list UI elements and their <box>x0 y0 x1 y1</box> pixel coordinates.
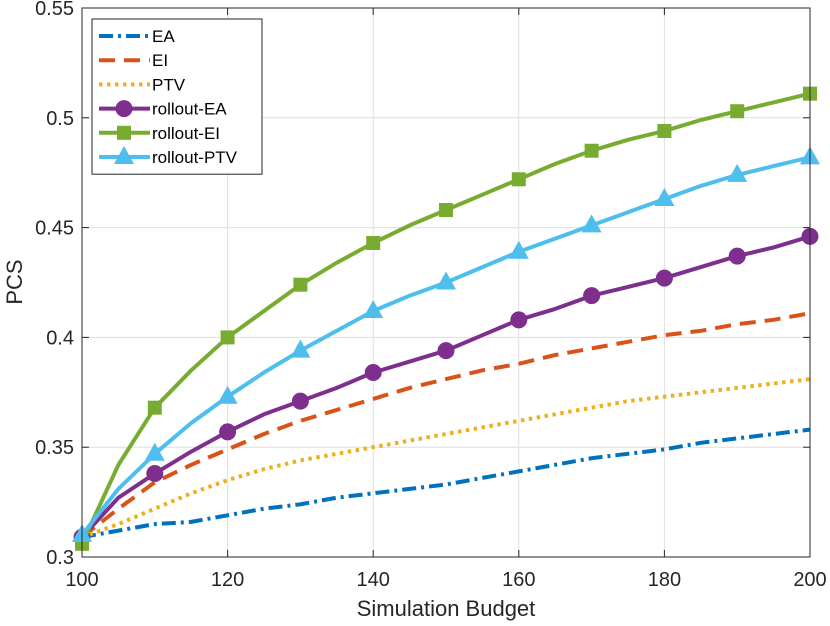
data-point-rollout-ei <box>439 203 453 218</box>
series-line-ei <box>80 311 811 539</box>
data-point-rollout-ptv <box>581 214 602 233</box>
data-point-rollout-ptv <box>290 339 311 358</box>
legend-marker-rollout-ea <box>115 100 133 118</box>
legend-marker-rollout-ei <box>117 125 131 140</box>
data-point-rollout-ea <box>219 423 237 441</box>
data-point-rollout-ei <box>511 172 526 187</box>
data-point-rollout-ptv <box>436 271 456 290</box>
y-tick-label: 0.3 <box>46 547 74 569</box>
legend-label-rollout-ptv: rollout-PTV <box>152 148 238 167</box>
legend: EA EI PTV rollout-EA rollout-EI rollout-PTV <box>91 18 263 175</box>
x-tick-label: 160 <box>502 569 535 591</box>
x-tick-label: 180 <box>648 569 681 591</box>
data-point-rollout-ea <box>364 364 382 382</box>
data-point-rollout-ptv <box>217 385 238 404</box>
data-point-rollout-ptv <box>654 188 675 207</box>
axis-ticks: 100 120 140 160 180 200 0.3 0.35 0.4 0.45 0.5 0.55 <box>35 0 827 591</box>
data-point-rollout-ei <box>584 143 599 158</box>
data-point-rollout-ptv <box>363 300 384 319</box>
x-axis-title: Simulation Budget <box>357 596 536 621</box>
plot-frame <box>81 7 811 558</box>
y-tick-label: 0.35 <box>35 437 74 459</box>
data-point-rollout-ea <box>146 465 164 483</box>
series-layer <box>72 86 820 551</box>
data-point-rollout-ei <box>366 235 381 250</box>
data-point-rollout-ei <box>657 123 672 138</box>
data-point-rollout-ea <box>583 287 601 305</box>
legend-label-ei: EI <box>152 51 168 70</box>
y-tick-label: 0.5 <box>46 108 74 130</box>
data-point-rollout-ptv <box>144 442 165 461</box>
series-line-ea <box>81 427 811 540</box>
data-point-rollout-ea <box>510 311 528 329</box>
y-tick-label: 0.4 <box>46 327 74 349</box>
x-tick-label: 140 <box>357 569 390 591</box>
legend-label-rollout-ea: rollout-EA <box>152 100 227 119</box>
data-point-rollout-ptv <box>508 240 529 259</box>
series-ea <box>81 427 811 540</box>
x-tick-label: 100 <box>65 569 98 591</box>
series-line-ptv <box>81 377 811 540</box>
data-point-rollout-ea <box>728 247 746 265</box>
legend-label-ptv: PTV <box>152 75 186 94</box>
data-point-rollout-ei <box>147 400 162 415</box>
x-tick-label: 200 <box>793 569 826 591</box>
series-ptv <box>81 377 811 540</box>
legend-box <box>91 18 263 175</box>
series-ei <box>80 311 811 539</box>
data-point-rollout-ea <box>655 269 673 287</box>
legend-marker-rollout-ptv <box>114 146 134 164</box>
y-tick-label: 0.55 <box>35 0 74 20</box>
y-tick-label: 0.45 <box>35 218 74 240</box>
legend-label-ea: EA <box>152 27 175 46</box>
x-tick-label: 120 <box>211 569 244 591</box>
data-point-rollout-ptv <box>727 163 748 182</box>
data-point-rollout-ei <box>730 104 745 119</box>
legend-label-rollout-ei: rollout-EI <box>152 124 220 143</box>
data-point-rollout-ei <box>220 330 235 345</box>
data-point-rollout-ea <box>437 342 455 360</box>
y-axis-title: PCS <box>2 259 27 304</box>
data-point-rollout-ei <box>293 277 308 292</box>
data-point-rollout-ea <box>291 392 309 410</box>
